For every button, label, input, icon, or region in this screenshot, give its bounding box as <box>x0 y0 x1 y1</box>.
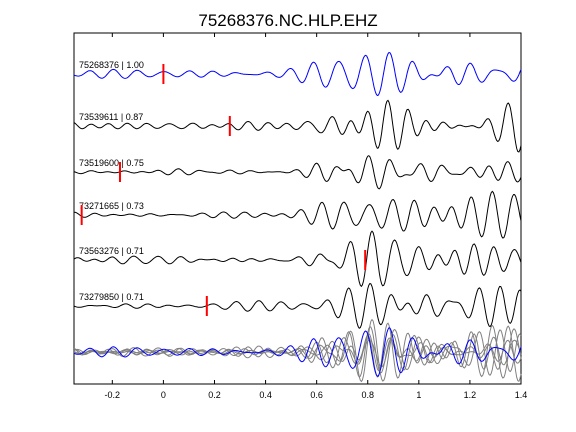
trace-line <box>73 230 522 288</box>
stack-group <box>73 318 522 383</box>
trace-label: 73519600 | 0.75 <box>79 158 144 168</box>
x-tick-label: 0.6 <box>310 390 323 400</box>
stack-trace-line <box>73 327 522 377</box>
trace-label: 75268376 | 1.00 <box>79 60 144 70</box>
stack-trace-line <box>73 318 522 383</box>
trace-line <box>73 282 522 329</box>
trace-group: 75268376 | 1.00 73539611 | 0.87 73519600 |… <box>73 51 522 329</box>
trace-label: 73279850 | 0.71 <box>79 292 144 302</box>
trace-line <box>74 190 522 239</box>
plot-frame <box>73 32 522 385</box>
chart-title: 75268376.NC.HLP.EHZ <box>198 11 377 30</box>
x-tick-label: 1 <box>416 390 421 400</box>
x-tick-label: 0.2 <box>208 390 221 400</box>
trace-label: 73563276 | 0.71 <box>79 246 144 256</box>
x-tick-label: -0.2 <box>105 390 121 400</box>
x-axis: -0.2 0 0.2 0.4 0.6 0.8 1 1.2 1.4 <box>105 33 528 400</box>
x-tick-label: 0 <box>161 390 166 400</box>
trace-line <box>73 99 522 153</box>
trace-label: 73539611 | 0.87 <box>79 112 143 122</box>
trace-label: 73271665 | 0.73 <box>79 201 144 211</box>
trace-line <box>73 155 522 190</box>
x-tick-label: 0.4 <box>259 390 272 400</box>
trace-line <box>73 51 522 97</box>
x-tick-label: 0.8 <box>361 390 374 400</box>
x-tick-label: 1.4 <box>515 390 528 400</box>
x-tick-label: 1.2 <box>464 390 477 400</box>
